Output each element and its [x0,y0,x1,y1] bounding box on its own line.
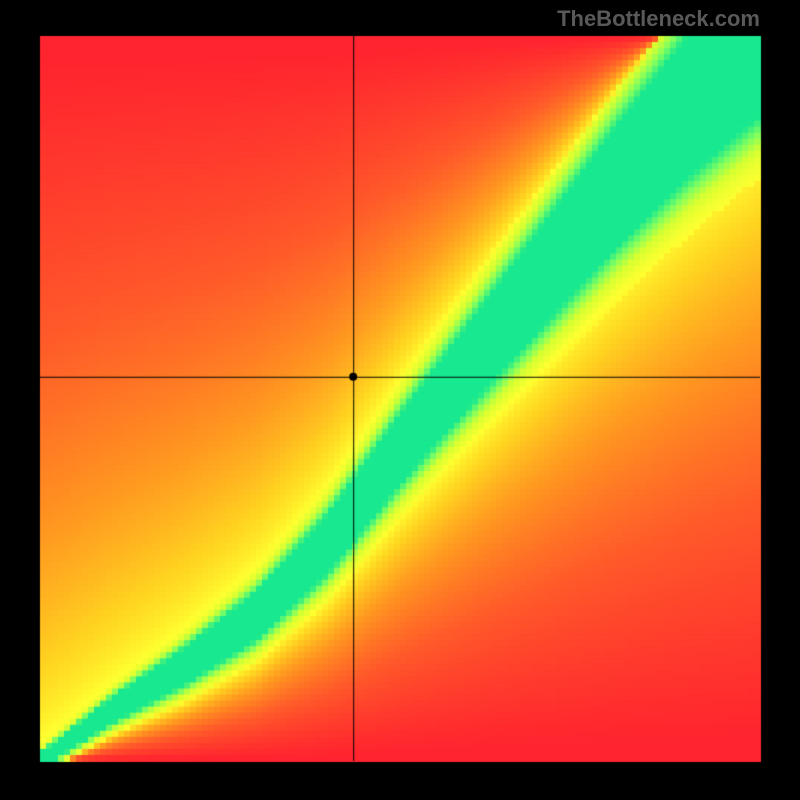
watermark-text: TheBottleneck.com [557,6,760,32]
bottleneck-heatmap [0,0,800,800]
chart-container: TheBottleneck.com [0,0,800,800]
